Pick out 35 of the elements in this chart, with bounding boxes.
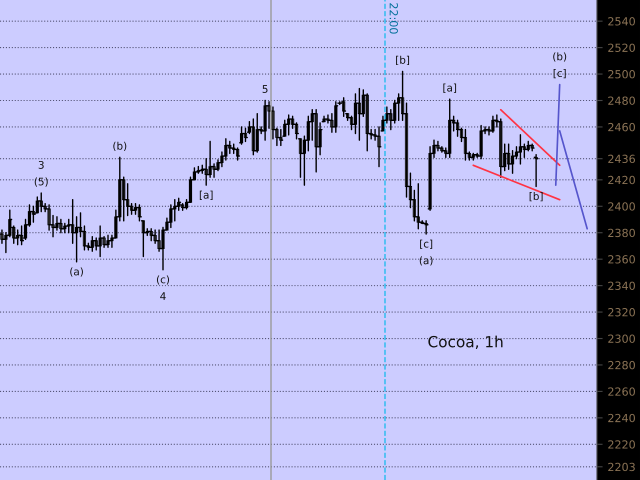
annotation: [a] <box>443 84 456 93</box>
y-tick-label: 2380 <box>608 228 635 238</box>
y-tick-label: 2360 <box>608 255 635 264</box>
y-tick-label: 2460 <box>608 122 635 132</box>
y-tick-label: 2240 <box>608 414 635 422</box>
y-tick-label: 2320 <box>608 308 635 316</box>
annotation: 4 <box>160 292 166 300</box>
y-tick-label: 2400 <box>608 202 635 211</box>
annotation: (5) <box>34 177 48 187</box>
y-tick-label: 2260 <box>608 387 635 396</box>
annotation: (a) <box>420 256 433 266</box>
annotation: [c] <box>554 68 566 78</box>
y-tick-label: 2420 <box>608 176 635 184</box>
annotation: 5 <box>262 85 268 93</box>
annotation: [c] <box>420 240 432 249</box>
y-tick-label: 2203 <box>608 462 635 472</box>
y-tick-label: 2520 <box>608 44 635 52</box>
y-tick-label: 2220 <box>608 440 635 449</box>
y-tick-label: 2436 <box>608 154 635 164</box>
y-tick-label: 2500 <box>608 70 635 78</box>
annotation: [a] <box>200 190 213 200</box>
annotation: (c) <box>156 275 170 285</box>
annotation: 22:00 <box>390 3 398 34</box>
annotation: (b) <box>113 142 126 152</box>
annotation: 3 <box>38 160 44 169</box>
annotation: Cocoa, 1h <box>428 336 502 349</box>
y-tick-label: 2280 <box>608 360 635 370</box>
y-tick-label: 2540 <box>608 17 635 26</box>
annotation: [b] <box>396 56 410 66</box>
y-tick-label: 2300 <box>608 334 635 343</box>
annotation: (b) <box>553 52 566 62</box>
annotation: [b] <box>530 192 543 202</box>
annotation: (a) <box>70 267 83 277</box>
y-tick-label: 2480 <box>608 96 635 105</box>
y-tick-label: 2340 <box>608 282 635 290</box>
